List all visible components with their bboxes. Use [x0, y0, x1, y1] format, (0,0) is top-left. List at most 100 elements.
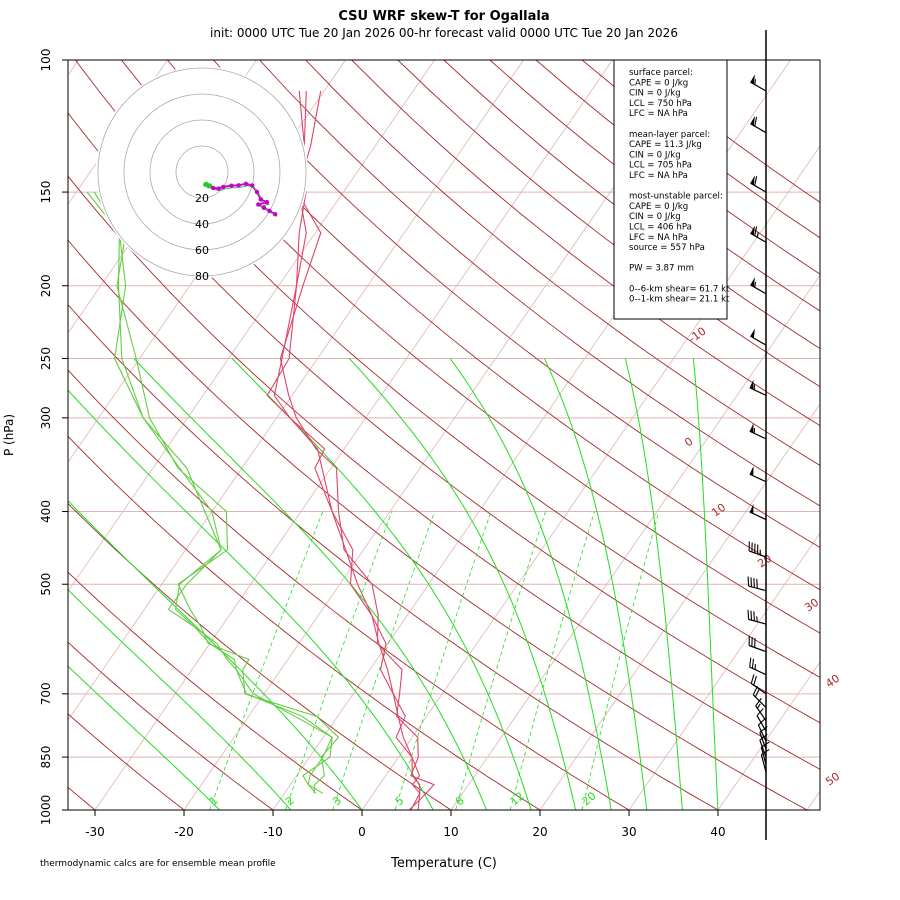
dewpoint-profile-line — [108, 191, 340, 794]
x-tick-label: -20 — [174, 825, 194, 839]
hodograph-point — [267, 208, 272, 214]
wind-barb-flag — [750, 610, 753, 621]
moist-adiabat-line — [544, 358, 648, 810]
dewpoint-profile-line — [86, 191, 333, 794]
stats-line: CIN = 0 J/kg — [629, 212, 681, 222]
stats-line: most-unstable parcel: — [629, 192, 723, 202]
wind-barb-staff — [749, 387, 767, 396]
hodograph-ring — [123, 93, 281, 251]
wind-barb-flag — [751, 658, 755, 669]
wind-barbs — [747, 74, 770, 773]
stats-line: 0--1-km shear= 21.1 kt — [629, 295, 730, 305]
wind-barb-staff — [749, 511, 767, 521]
wind-barb — [750, 328, 767, 346]
wind-barb-staff — [757, 724, 767, 742]
wind-barb — [748, 636, 767, 653]
mixing-ratio-label: 5 — [393, 794, 407, 808]
mixing-ratio-labels: 1 2 3 5 8 12 20 — [207, 789, 599, 808]
isotherm-line — [68, 60, 168, 205]
y-tick-label: 100 — [39, 49, 53, 72]
sounding-profiles — [86, 90, 435, 810]
wind-barb-pennant — [750, 115, 755, 126]
stats-line: mean-layer parcel: — [629, 130, 710, 140]
mixing-ratio-label: 2 — [283, 794, 297, 808]
wind-barb-staff — [760, 747, 767, 765]
wind-barb-half-flag — [754, 281, 757, 288]
wind-barb-staff — [759, 732, 767, 750]
hodograph-point — [272, 212, 278, 217]
dry-adiabat-line — [68, 571, 363, 810]
isotherm-line — [539, 403, 820, 810]
x-tick-label: 10 — [443, 825, 458, 839]
hodograph-ring-label: 20 — [195, 192, 209, 205]
y-axis-label: P (hPa) — [2, 414, 16, 456]
wind-barb — [749, 423, 767, 440]
wind-barb — [748, 541, 767, 558]
x-tick-label: 20 — [532, 825, 547, 839]
stats-box-frame — [613, 59, 728, 320]
wind-barb-pennant — [750, 225, 755, 236]
stats-line: LCL = 750 hPa — [629, 99, 692, 109]
wind-barb — [750, 674, 767, 695]
wind-barb — [749, 379, 767, 396]
isotherm-line — [68, 60, 524, 721]
wind-barb-pennant — [750, 175, 755, 186]
stats-line: surface parcel: — [629, 68, 693, 78]
dewpoint-profile-line — [93, 191, 333, 794]
wind-barb-flag — [753, 578, 755, 588]
wind-barb-staff — [760, 754, 767, 773]
wind-barb — [760, 741, 770, 765]
wind-barb — [747, 576, 767, 592]
wind-barb-flag — [747, 609, 750, 620]
dry-adiabat-label: 10 — [709, 501, 728, 520]
stats-line: LFC = NA hPa — [629, 233, 688, 243]
x-tick-label: 0 — [358, 825, 366, 839]
isotherm-line — [717, 661, 820, 810]
isotherm-line — [628, 532, 820, 810]
wind-barb-flag — [761, 741, 770, 748]
wind-barb-staff — [749, 430, 767, 440]
chart-title: CSU WRF skew-T for Ogallala — [338, 9, 549, 24]
isotherm-line — [450, 274, 820, 810]
x-tick-label: 30 — [621, 825, 636, 839]
wind-barb-staff — [749, 666, 767, 676]
x-tick-label: -10 — [263, 825, 283, 839]
dry-adiabat-line — [305, 60, 820, 466]
y-tick-label: 200 — [39, 274, 53, 297]
hodograph-point — [221, 184, 226, 190]
stats-line: CAPE = 0 J/kg — [629, 202, 688, 212]
wind-barb-flag — [752, 686, 759, 696]
hodograph-point — [207, 183, 212, 188]
wind-barb — [759, 726, 768, 750]
x-axis-label: Temperature (C) — [390, 856, 497, 871]
temperature-profile-line — [279, 90, 435, 810]
moist-adiabat-line — [449, 358, 612, 810]
dry-adiabat-line — [68, 239, 808, 810]
wind-barb — [750, 74, 767, 92]
wind-barb — [750, 277, 767, 295]
hodograph-ring-label: 40 — [195, 218, 209, 231]
dry-adiabat-line — [68, 713, 185, 810]
wind-barb-flag — [759, 726, 768, 733]
y-tick-label: 700 — [39, 682, 53, 705]
dry-adiabat-line — [68, 502, 452, 810]
dry-adiabat-line — [351, 60, 820, 427]
hodograph-traces — [203, 181, 278, 217]
hodograph-point — [261, 205, 267, 210]
dry-adiabat-line — [68, 369, 630, 810]
moist-adiabat-line — [348, 358, 577, 810]
dry-adiabat-label: 40 — [823, 672, 842, 691]
wind-barb-half-flag — [756, 703, 761, 709]
wind-barb — [749, 657, 767, 676]
wind-barb-flag — [754, 226, 758, 236]
wind-barb — [750, 175, 767, 193]
wind-barb-half-flag — [756, 231, 759, 238]
moist-adiabat-line — [68, 500, 363, 810]
x-tick-label: 40 — [710, 825, 725, 839]
mixing-ratio-line — [209, 511, 324, 810]
mixing-ratio-label: 20 — [580, 789, 599, 808]
dry-adiabat-label: 0 — [682, 435, 695, 450]
stats-text: surface parcel: CAPE = 0 J/kg CIN = 0 J/kg… — [629, 68, 730, 305]
mixing-ratio-label: 12 — [508, 789, 527, 808]
hodograph-point — [264, 200, 270, 205]
